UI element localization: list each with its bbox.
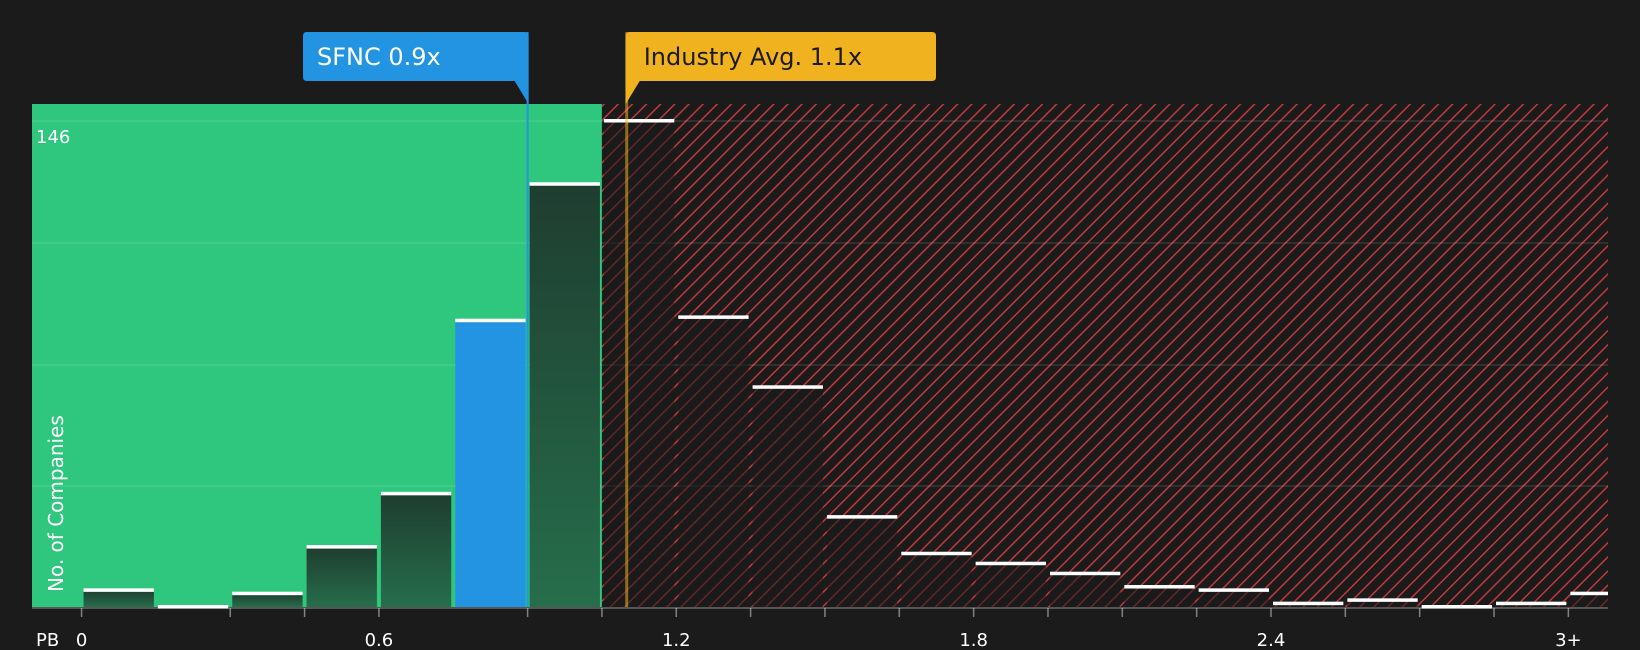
histogram-bar-cap — [678, 315, 749, 319]
histogram-bar-cap — [1421, 605, 1493, 609]
histogram-bars — [83, 119, 1608, 609]
histogram-bar-cap — [752, 385, 823, 389]
x-tick-label: 0 — [76, 630, 87, 650]
x-tick-label: 3+ — [1555, 630, 1582, 650]
histogram-bar — [1049, 573, 1121, 607]
histogram-bar-cap — [603, 119, 675, 123]
histogram-bar — [529, 184, 600, 607]
industry-avg-callout — [625, 32, 936, 104]
company-callout — [303, 32, 529, 104]
company-callout-label: SFNC 0.9x — [317, 43, 441, 71]
histogram-bar — [1347, 600, 1418, 607]
histogram-bar — [975, 563, 1046, 607]
histogram-bar-cap — [529, 182, 600, 186]
histogram-bar-cap — [1124, 585, 1195, 589]
x-tick-label: 2.4 — [1257, 630, 1286, 650]
x-tick-label: 1.8 — [959, 630, 988, 650]
histogram-bar — [901, 553, 972, 607]
histogram-bar-cap — [1496, 601, 1567, 606]
histogram-bar — [752, 387, 823, 607]
histogram-bar-cap — [455, 318, 526, 323]
histogram-bar — [1272, 603, 1344, 607]
histogram-bar — [603, 121, 675, 607]
histogram-bar-cap — [83, 588, 154, 592]
histogram-bar — [678, 317, 749, 607]
histogram-bar-cap — [232, 591, 303, 596]
histogram-bar-cap — [826, 515, 898, 519]
histogram-bar — [1124, 587, 1195, 607]
histogram-bar-cap — [157, 605, 229, 609]
histogram-bar — [380, 493, 452, 607]
histogram-bar-cap — [901, 551, 972, 556]
histogram-bar — [455, 320, 526, 607]
histogram-bar — [826, 517, 898, 607]
histogram-bar-cap — [306, 545, 377, 549]
x-tick-label: 1.2 — [662, 630, 691, 650]
histogram-bar — [1496, 603, 1567, 607]
x-axis-label: PB — [36, 630, 59, 650]
x-axis: PB 0 0.6 1.2 1.8 2.4 3+ — [32, 607, 1608, 650]
value-markers: SFNC 0.9x Industry Avg. 1.1x — [303, 32, 936, 607]
histogram-bar-cap — [1272, 601, 1344, 606]
histogram-bar-cap — [975, 561, 1046, 566]
x-tick-label: 0.6 — [365, 630, 394, 650]
histogram-bar-cap — [380, 491, 452, 496]
histogram-bar — [306, 547, 377, 607]
histogram-bar-cap — [1049, 571, 1121, 576]
histogram-bar — [232, 593, 303, 607]
y-max-label: 146 — [36, 127, 70, 148]
histogram-bar — [1570, 593, 1608, 607]
histogram-bar-cap — [1570, 591, 1608, 596]
histogram-bar — [1198, 590, 1269, 607]
histogram-bar-cap — [1347, 598, 1418, 602]
industry-avg-callout-label: Industry Avg. 1.1x — [644, 43, 862, 71]
histogram-bar-cap — [1198, 588, 1269, 592]
histogram-bar — [83, 590, 154, 607]
y-axis-label: No. of Companies — [44, 415, 68, 592]
